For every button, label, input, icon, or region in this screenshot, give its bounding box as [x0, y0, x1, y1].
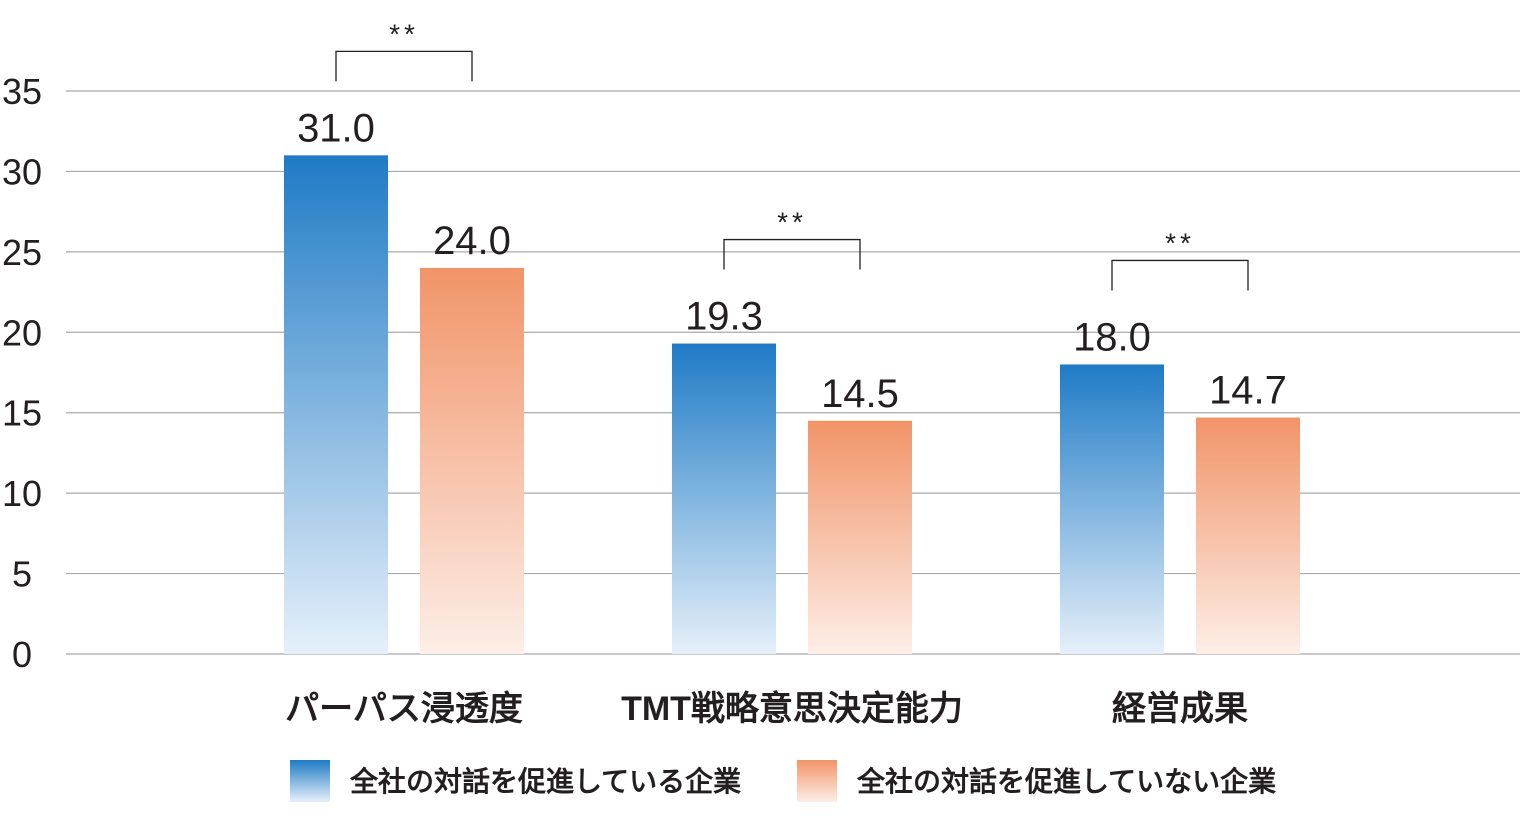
y-tick-label: 0 — [12, 634, 32, 675]
y-tick-label: 20 — [2, 312, 42, 353]
x-category-label: 経営成果 — [1112, 690, 1248, 728]
significance-markers: ** ** ** — [335, 18, 1249, 291]
legend-swatch-series-2 — [797, 760, 837, 802]
y-tick-label: 25 — [2, 232, 42, 273]
legend-label: 全社の対話を促進していない企業 — [856, 765, 1276, 797]
x-category-label: TMT戦略意思決定能力 — [621, 690, 963, 728]
y-axis: 0 5 10 15 20 25 30 35 — [2, 71, 42, 675]
data-label: 31.0 — [297, 106, 375, 150]
legend-swatch-series-1 — [290, 760, 330, 802]
bars — [284, 155, 1300, 655]
x-category-label: パーパス浸透度 — [285, 690, 523, 728]
significance-label: ** — [1165, 227, 1195, 258]
significance-bracket — [1111, 259, 1249, 291]
y-tick-label: 5 — [12, 554, 32, 595]
significance-bracket — [335, 50, 473, 82]
bar-series-1 — [672, 343, 776, 654]
bar-series-2 — [808, 420, 912, 654]
data-label: 14.7 — [1209, 369, 1287, 413]
data-label: 18.0 — [1073, 315, 1151, 359]
data-label: 24.0 — [433, 219, 511, 263]
data-label: 19.3 — [685, 295, 763, 339]
x-axis: パーパス浸透度 TMT戦略意思決定能力 経営成果 — [285, 690, 1248, 728]
bar-series-1 — [1060, 364, 1164, 654]
significance-bracket — [723, 238, 861, 270]
data-labels: 31.0 24.0 19.3 14.5 18.0 14.7 — [297, 106, 1287, 415]
y-tick-label: 30 — [2, 151, 42, 192]
bar-series-1 — [284, 155, 388, 655]
y-tick-label: 35 — [2, 71, 42, 112]
y-tick-label: 10 — [2, 473, 42, 514]
significance-label: ** — [777, 207, 807, 238]
data-label: 14.5 — [821, 372, 899, 416]
bar-series-2 — [1196, 417, 1300, 654]
legend: 全社の対話を促進している企業 全社の対話を促進していない企業 — [290, 760, 1276, 802]
legend-label: 全社の対話を促進している企業 — [349, 765, 741, 797]
y-tick-label: 15 — [2, 393, 42, 434]
bar-series-2 — [420, 267, 524, 654]
significance-label: ** — [389, 18, 419, 49]
